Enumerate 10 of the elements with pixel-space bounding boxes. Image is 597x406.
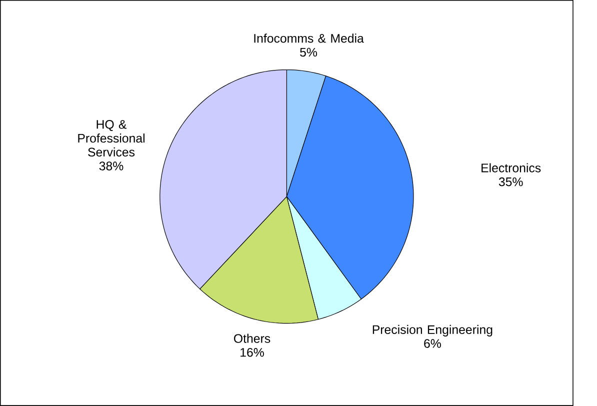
data-label: 6% bbox=[424, 339, 441, 348]
slice-label: Precision Engineering bbox=[372, 324, 492, 336]
slice-label: Infocomms & Media bbox=[254, 34, 364, 43]
slice-label: Electronics bbox=[482, 163, 541, 172]
slice-label: Others bbox=[234, 334, 270, 343]
data-label: 35% bbox=[498, 177, 523, 186]
slice-label: HQ & Professional Services bbox=[78, 120, 144, 157]
data-label: 38% bbox=[99, 162, 124, 170]
data-label: 16% bbox=[240, 348, 264, 357]
data-label: 5% bbox=[300, 48, 318, 57]
